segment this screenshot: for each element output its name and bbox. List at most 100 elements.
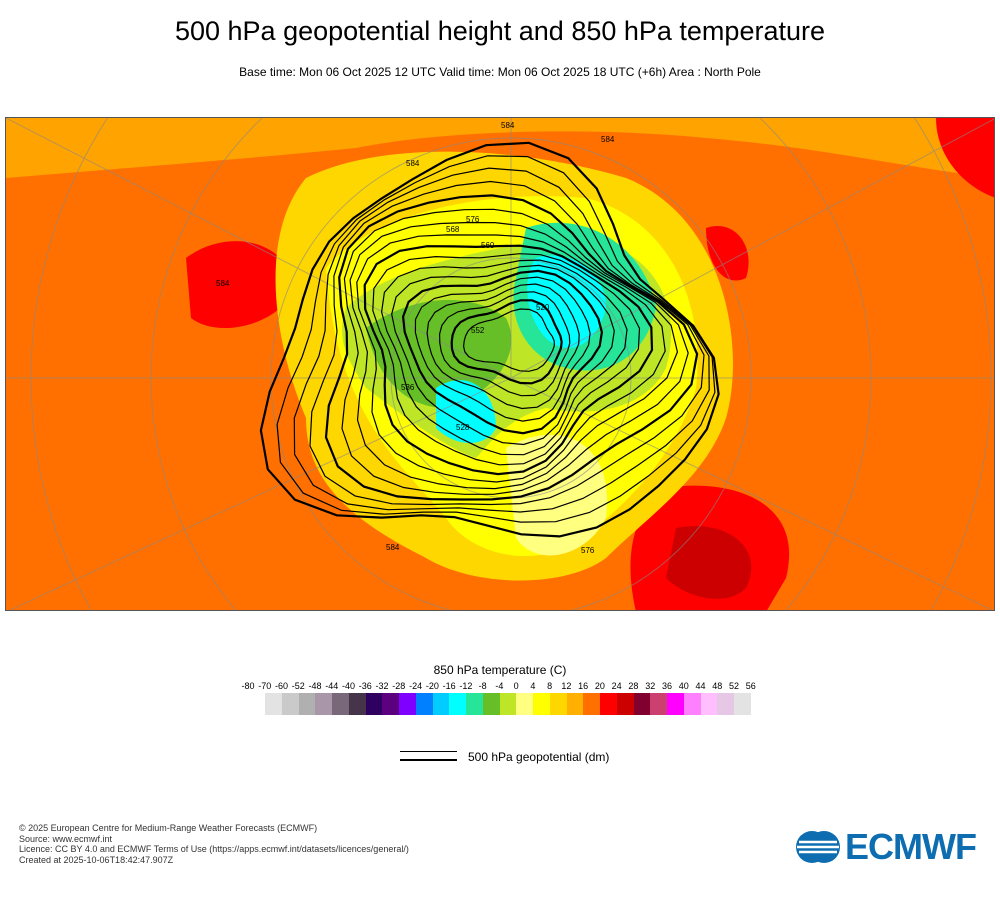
colorbar-tick-label: -80 [241, 681, 255, 691]
chart-title: 500 hPa geopotential height and 850 hPa … [174, 16, 825, 46]
ecmwf-logo: ECMWF [795, 826, 977, 868]
temperature-field-20-24 [706, 226, 749, 281]
colorbar-tick-label: -48 [308, 681, 322, 691]
colorbar-swatch [516, 693, 534, 715]
colorbar-tick-label: 36 [661, 681, 672, 691]
colorbar-swatch [265, 693, 283, 715]
colorbar-tick-label: -32 [375, 681, 389, 691]
colorbar-swatch [466, 693, 484, 715]
colorbar-tick-label: -28 [392, 681, 406, 691]
contour-label: 584 [601, 135, 615, 144]
contour-label: 568 [446, 225, 460, 234]
contour-label: 520 [536, 303, 550, 312]
geopotential-contour [391, 264, 615, 446]
contour-label: 576 [581, 546, 595, 555]
geopotential-legend-thin-line [400, 751, 457, 752]
ecmwf-logo-text: ECMWF [845, 826, 977, 867]
temperature-field-20-24 [936, 118, 994, 198]
colorbar-swatch [415, 693, 434, 715]
geopotential-legend-thick-line [400, 759, 457, 761]
colorbar-tick-label: 48 [712, 681, 723, 691]
colorbar-swatch [382, 693, 400, 715]
weather-map: 584 584 584 576 568 560 552 536 528 520 … [5, 117, 995, 611]
colorbar-swatch [616, 693, 635, 715]
contour-label: 584 [501, 121, 515, 130]
temperature-field-minus16-minus12 [436, 380, 496, 443]
geopotential-contour [259, 141, 720, 538]
colorbar-swatch [633, 693, 651, 715]
colorbar-tick-label: 12 [561, 681, 572, 691]
colorbar-tick-label: 56 [745, 681, 756, 691]
geopotential-contours [259, 141, 720, 538]
colorbar-tick-label: 20 [594, 681, 605, 691]
colorbar-tick-label: -24 [409, 681, 423, 691]
colorbar-tick-label: 28 [628, 681, 639, 691]
geopotential-contour [363, 244, 654, 476]
colorbar-swatch [717, 693, 735, 715]
colorbar-swatch [600, 693, 618, 715]
colorbar-tick-label: 52 [728, 681, 740, 691]
geopotential-contour [276, 155, 716, 523]
colorbar-title: 850 hPa temperature (C) [433, 663, 567, 677]
colorbar-tick-label: 24 [611, 681, 622, 691]
colorbar-swatch [449, 693, 467, 715]
geopotential-contour [341, 208, 689, 495]
temperature-field-20-24 [186, 241, 296, 328]
colorbar-tick-label: 44 [695, 681, 706, 691]
copyright: © 2025 European Centre for Medium-Range … [19, 823, 318, 833]
colorbar-swatch [583, 693, 601, 715]
geopotential-contour [293, 167, 710, 513]
contour-label: 584 [406, 159, 420, 168]
colorbar-swatch [734, 693, 752, 715]
colorbar-tick-label: -60 [275, 681, 289, 691]
temperature-field-12-16 [6, 118, 994, 178]
licence: Licence: CC BY 4.0 and ECMWF Terms of Us… [19, 844, 409, 854]
geopotential-contour [380, 259, 628, 456]
geopotential-contour [401, 269, 604, 435]
colorbar-tick-label: 40 [678, 681, 689, 691]
colorbar-tick-label: -16 [442, 681, 456, 691]
colorbar-tick-label: -52 [291, 681, 305, 691]
colorbar-swatch [700, 693, 718, 715]
contour-labels: 584 584 584 576 568 560 552 536 528 520 … [216, 121, 615, 555]
colorbar-tick-label: 8 [547, 681, 553, 691]
geopotential-contour [356, 234, 666, 483]
colorbar-tick-label: -4 [495, 681, 504, 691]
colorbar-swatch [281, 693, 299, 715]
ecmwf-logo-icon [796, 831, 840, 863]
colorbar-tick-label: -40 [342, 681, 356, 691]
colorbar-swatch [533, 693, 551, 715]
colorbar-swatch [482, 693, 501, 715]
contour-label: 536 [401, 383, 415, 392]
temperature-field-24-28 [666, 526, 752, 599]
colorbar-swatch [499, 693, 517, 715]
geopotential-contour [372, 253, 641, 466]
temperature-field-minus16-minus12 [527, 255, 606, 348]
colorbar-swatch [298, 693, 316, 715]
colorbar-swatch [399, 693, 417, 715]
colorbar-tick-label: -12 [459, 681, 473, 691]
contour-label: 584 [386, 543, 400, 552]
colorbar-tick-label: -8 [478, 681, 487, 691]
geopotential-contour [414, 276, 591, 422]
colorbar-tick-label: -70 [258, 681, 272, 691]
geopotential-legend-label: 500 hPa geopotential (dm) [468, 750, 610, 764]
colorbar-swatch [432, 693, 450, 715]
colorbar-tick-label: -44 [325, 681, 339, 691]
contour-label: 552 [471, 326, 485, 335]
geopotential-contour [462, 308, 555, 372]
geopotential-contour [309, 180, 705, 506]
colorbar-tick-label: -20 [425, 681, 439, 691]
contour-label: 560 [481, 241, 495, 250]
colorbar-swatch [332, 693, 350, 715]
contour-label: 584 [216, 279, 230, 288]
colorbar-swatch [683, 693, 702, 715]
colorbar-swatch [315, 693, 333, 715]
footer: © 2025 European Centre for Medium-Range … [19, 823, 409, 865]
geopotential-contour [324, 194, 699, 501]
colorbar-swatch [365, 693, 383, 715]
geopotential-contour [438, 291, 571, 397]
source: Source: www.ecmwf.int [19, 833, 113, 844]
created-at: Created at 2025-10-06T18:42:47.907Z [19, 854, 174, 865]
geopotential-contour [450, 299, 563, 385]
